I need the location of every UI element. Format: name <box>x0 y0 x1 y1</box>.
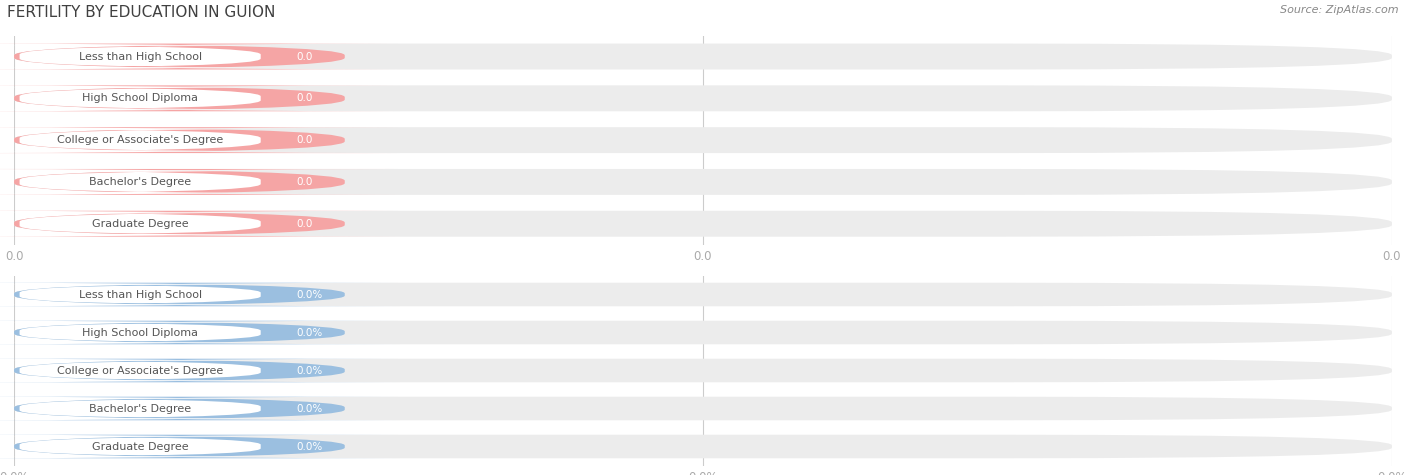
FancyBboxPatch shape <box>0 212 323 235</box>
Text: 0.0%: 0.0% <box>297 289 323 300</box>
FancyBboxPatch shape <box>14 359 1392 382</box>
FancyBboxPatch shape <box>14 397 1392 420</box>
Text: 0.0: 0.0 <box>297 177 314 187</box>
FancyBboxPatch shape <box>14 44 1392 69</box>
FancyBboxPatch shape <box>0 398 323 419</box>
Text: FERTILITY BY EDUCATION IN GUION: FERTILITY BY EDUCATION IN GUION <box>7 5 276 20</box>
FancyBboxPatch shape <box>0 211 399 237</box>
FancyBboxPatch shape <box>14 283 1392 306</box>
FancyBboxPatch shape <box>14 127 1392 153</box>
Text: Graduate Degree: Graduate Degree <box>91 441 188 452</box>
FancyBboxPatch shape <box>0 321 399 344</box>
FancyBboxPatch shape <box>14 321 1392 344</box>
Text: Less than High School: Less than High School <box>79 51 201 62</box>
Text: High School Diploma: High School Diploma <box>82 327 198 338</box>
Text: College or Associate's Degree: College or Associate's Degree <box>58 135 224 145</box>
FancyBboxPatch shape <box>0 86 399 111</box>
Text: 0.0%: 0.0% <box>297 327 323 338</box>
Text: 0.0: 0.0 <box>297 218 314 229</box>
FancyBboxPatch shape <box>14 435 1392 458</box>
FancyBboxPatch shape <box>0 283 399 306</box>
FancyBboxPatch shape <box>0 436 323 457</box>
Text: Bachelor's Degree: Bachelor's Degree <box>89 403 191 414</box>
FancyBboxPatch shape <box>0 284 323 305</box>
FancyBboxPatch shape <box>0 435 399 458</box>
FancyBboxPatch shape <box>0 45 323 68</box>
FancyBboxPatch shape <box>0 169 399 195</box>
Text: 0.0%: 0.0% <box>297 365 323 376</box>
Text: High School Diploma: High School Diploma <box>82 93 198 104</box>
FancyBboxPatch shape <box>0 127 399 153</box>
FancyBboxPatch shape <box>0 44 399 69</box>
FancyBboxPatch shape <box>0 322 323 343</box>
Text: Graduate Degree: Graduate Degree <box>91 218 188 229</box>
Text: Bachelor's Degree: Bachelor's Degree <box>89 177 191 187</box>
Text: 0.0: 0.0 <box>297 93 314 104</box>
Text: 0.0%: 0.0% <box>297 403 323 414</box>
FancyBboxPatch shape <box>0 360 323 381</box>
Text: 0.0%: 0.0% <box>297 441 323 452</box>
FancyBboxPatch shape <box>0 171 323 193</box>
Text: 0.0: 0.0 <box>297 51 314 62</box>
Text: College or Associate's Degree: College or Associate's Degree <box>58 365 224 376</box>
FancyBboxPatch shape <box>14 211 1392 237</box>
FancyBboxPatch shape <box>0 87 323 110</box>
FancyBboxPatch shape <box>0 129 323 152</box>
Text: 0.0: 0.0 <box>297 135 314 145</box>
Text: Source: ZipAtlas.com: Source: ZipAtlas.com <box>1281 5 1399 15</box>
FancyBboxPatch shape <box>14 86 1392 111</box>
FancyBboxPatch shape <box>0 397 399 420</box>
FancyBboxPatch shape <box>0 359 399 382</box>
Text: Less than High School: Less than High School <box>79 289 201 300</box>
FancyBboxPatch shape <box>14 169 1392 195</box>
